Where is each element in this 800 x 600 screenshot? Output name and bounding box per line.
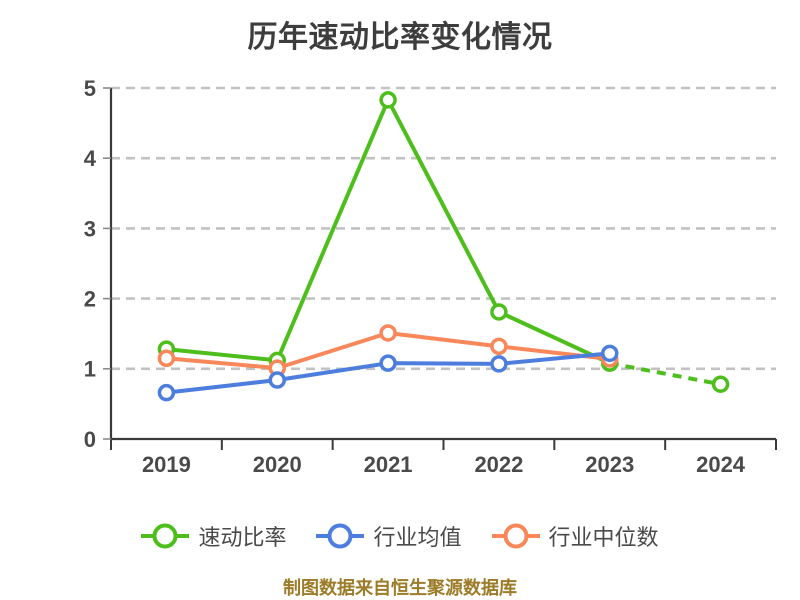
- data-point: [490, 337, 508, 356]
- legend-circle: [503, 523, 528, 549]
- line-chart: 0 1 2 3 4 5 2019 2020 2021 2022 2023 2024: [84, 76, 777, 477]
- legend-circle: [327, 523, 353, 549]
- data-point: [157, 383, 176, 402]
- data-point: [490, 303, 508, 321]
- series-line-solid: [166, 97, 611, 365]
- data-point: [490, 355, 508, 373]
- legend-label: 行业中位数: [548, 525, 659, 550]
- legend-marker-icon: [491, 523, 540, 549]
- series-0: [157, 91, 730, 393]
- data-point: [711, 375, 730, 393]
- y-axis-label: 0: [84, 427, 96, 452]
- legend-marker-icon: [141, 523, 190, 549]
- chart-legend: 速动比率 行业均值 行业中位数: [0, 518, 800, 554]
- series-1: [157, 344, 619, 402]
- footer-note: 制图数据来自恒生聚源数据库: [283, 578, 517, 598]
- x-axis-label: 2019: [142, 452, 191, 477]
- data-point: [157, 349, 176, 368]
- data-point: [268, 371, 286, 389]
- chart-title: 历年速动比率变化情况: [247, 21, 553, 54]
- x-axis-label: 2022: [474, 452, 523, 477]
- series-line-dashed: [609, 361, 721, 387]
- data-point: [379, 324, 397, 342]
- data-point: [379, 91, 397, 109]
- x-axis-label: 2024: [696, 452, 746, 477]
- legend-label: 速动比率: [198, 525, 287, 550]
- legend-label: 行业均值: [373, 525, 462, 550]
- y-axis-label: 5: [84, 76, 96, 101]
- legend-circle: [152, 523, 178, 549]
- data-point: [601, 344, 619, 363]
- x-axis-label: 2023: [585, 452, 634, 477]
- y-axis-label: 3: [84, 216, 96, 241]
- data-point: [379, 354, 397, 372]
- y-axis-label: 2: [84, 287, 96, 312]
- x-axis-label: 2021: [364, 452, 413, 477]
- x-axis-label: 2020: [253, 452, 302, 477]
- legend-marker-icon: [316, 523, 365, 549]
- legend-item-1: 行业均值: [316, 520, 462, 552]
- y-axis-label: 4: [84, 146, 97, 171]
- y-axis-label: 1: [84, 357, 96, 382]
- legend-item-2: 行业中位数: [491, 520, 659, 552]
- legend-item-0: 速动比率: [141, 520, 286, 552]
